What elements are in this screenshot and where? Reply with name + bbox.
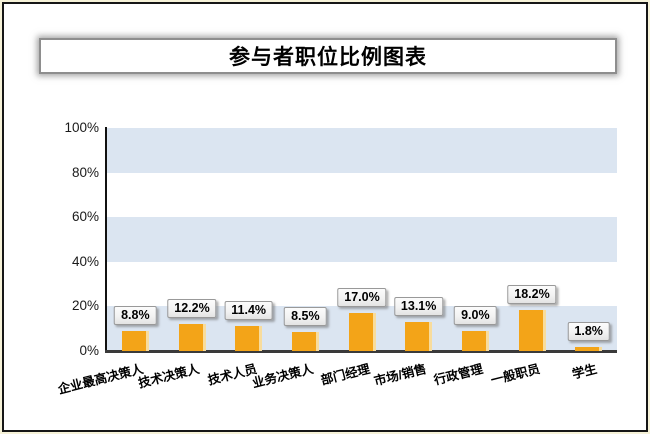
y-tick-label: 60% (71, 209, 99, 225)
bar-value-label: 1.8% (567, 322, 610, 341)
bar-value-label: 17.0% (337, 288, 387, 308)
plot-band (107, 217, 617, 262)
x-axis-label: 业务决策人 (250, 361, 315, 391)
x-axis-line (105, 350, 617, 353)
chart-title: 参与者职位比例图表 (229, 46, 427, 69)
x-axis-label: 部门经理 (319, 361, 372, 388)
bar-2 (178, 323, 206, 351)
y-tick-label: 0% (79, 343, 99, 358)
bar-3 (235, 325, 263, 351)
bar-value-label: 8.8% (114, 306, 157, 326)
bar-5 (348, 313, 376, 351)
y-tick-label: 100% (64, 120, 99, 135)
x-axis-label: 一般职员 (489, 361, 542, 388)
plot-band (107, 128, 617, 173)
x-axis-label: 企业最高决策人 (56, 361, 145, 397)
bar-value-label: 9.0% (454, 305, 497, 325)
plot-area: 100% 80% 60% 40% 20% 0% 8.8% 12.2% 11.4% 8.5% 17.… (56, 120, 617, 397)
x-axis-label: 市场/销售 (372, 361, 429, 389)
x-axis-label: 技术决策人 (137, 361, 202, 391)
x-axis-label: 行政管理 (432, 361, 485, 388)
y-tick-label: 40% (71, 253, 99, 269)
x-axis-label: 学生 (570, 361, 599, 382)
bar-8 (518, 310, 546, 351)
y-tick-label: 20% (71, 298, 99, 314)
bar-6 (405, 321, 433, 351)
y-axis-line (105, 127, 107, 352)
bar-value-label: 13.1% (393, 296, 444, 316)
bar-1 (121, 331, 149, 351)
bar-7 (461, 330, 489, 351)
bar-9 (575, 347, 603, 351)
bar-value-label: 12.2% (167, 298, 217, 318)
bar-4 (291, 332, 319, 351)
bar-value-label: 18.2% (507, 285, 557, 305)
y-tick-label: 80% (71, 164, 99, 180)
bar-value-label: 8.5% (284, 307, 327, 327)
chart-title-box: 参与者职位比例图表 (39, 38, 617, 74)
bar-value-label: 11.4% (224, 300, 274, 320)
